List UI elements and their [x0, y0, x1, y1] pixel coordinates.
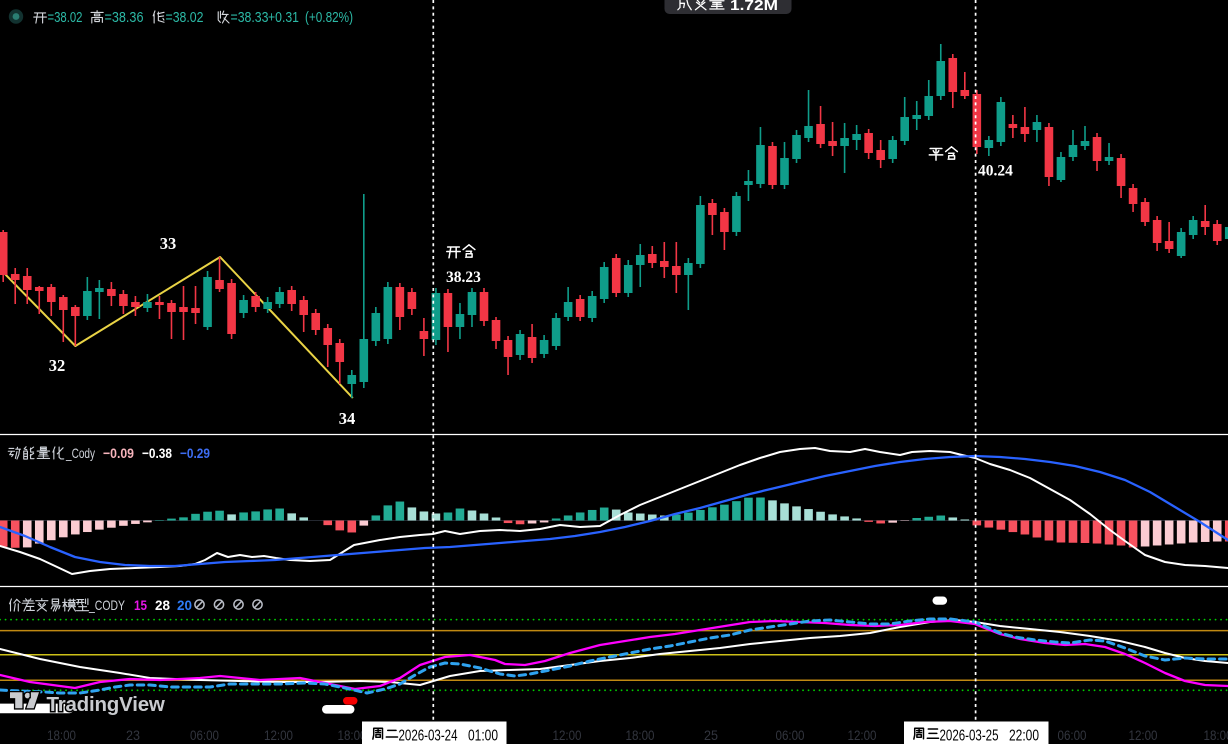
svg-text:_Cody: _Cody [65, 445, 95, 461]
svg-text:1.72M: 1.72M [730, 0, 778, 14]
svg-text:12:00: 12:00 [848, 728, 877, 743]
svg-text:38.23: 38.23 [446, 269, 481, 286]
svg-text:12:00: 12:00 [264, 728, 293, 743]
svg-text:=38.02: =38.02 [48, 10, 83, 26]
svg-text:32: 32 [49, 356, 66, 375]
svg-text:2026-03-24: 2026-03-24 [399, 728, 458, 744]
svg-text:33: 33 [160, 234, 177, 253]
svg-text:18:00: 18:00 [626, 728, 655, 743]
svg-text:+0.31: +0.31 [268, 10, 299, 26]
svg-text:TradingView: TradingView [47, 693, 165, 716]
svg-text:28: 28 [155, 597, 170, 613]
svg-text:20: 20 [177, 597, 192, 613]
svg-text:01:00: 01:00 [468, 728, 498, 744]
svg-text:=38.02: =38.02 [166, 10, 204, 26]
svg-text:06:00: 06:00 [776, 728, 805, 743]
svg-text:(+0.82%): (+0.82%) [305, 10, 353, 26]
svg-text:=38.36: =38.36 [105, 10, 144, 26]
svg-text:25: 25 [704, 728, 718, 743]
svg-text:12:00: 12:00 [553, 728, 582, 743]
svg-text:18:00: 18:00 [1204, 728, 1228, 743]
svg-text:22:00: 22:00 [1009, 728, 1039, 744]
svg-text:=38.33: =38.33 [231, 10, 269, 26]
svg-text:−0.29: −0.29 [180, 445, 210, 461]
svg-text:06:00: 06:00 [190, 728, 219, 743]
svg-text:12:00: 12:00 [1129, 728, 1158, 743]
svg-text:23: 23 [126, 728, 140, 743]
svg-text:40.24: 40.24 [978, 163, 1013, 180]
svg-text:06:00: 06:00 [1058, 728, 1087, 743]
svg-text:_CODY: _CODY [88, 597, 125, 613]
svg-text:2026-03-25: 2026-03-25 [940, 728, 999, 744]
svg-text:18:00: 18:00 [338, 728, 367, 743]
svg-text:−0.38: −0.38 [142, 445, 172, 461]
svg-text:18:00: 18:00 [47, 728, 76, 743]
svg-text:−0.09: −0.09 [103, 445, 134, 461]
svg-text:15: 15 [134, 597, 147, 613]
svg-text:34: 34 [339, 409, 356, 428]
